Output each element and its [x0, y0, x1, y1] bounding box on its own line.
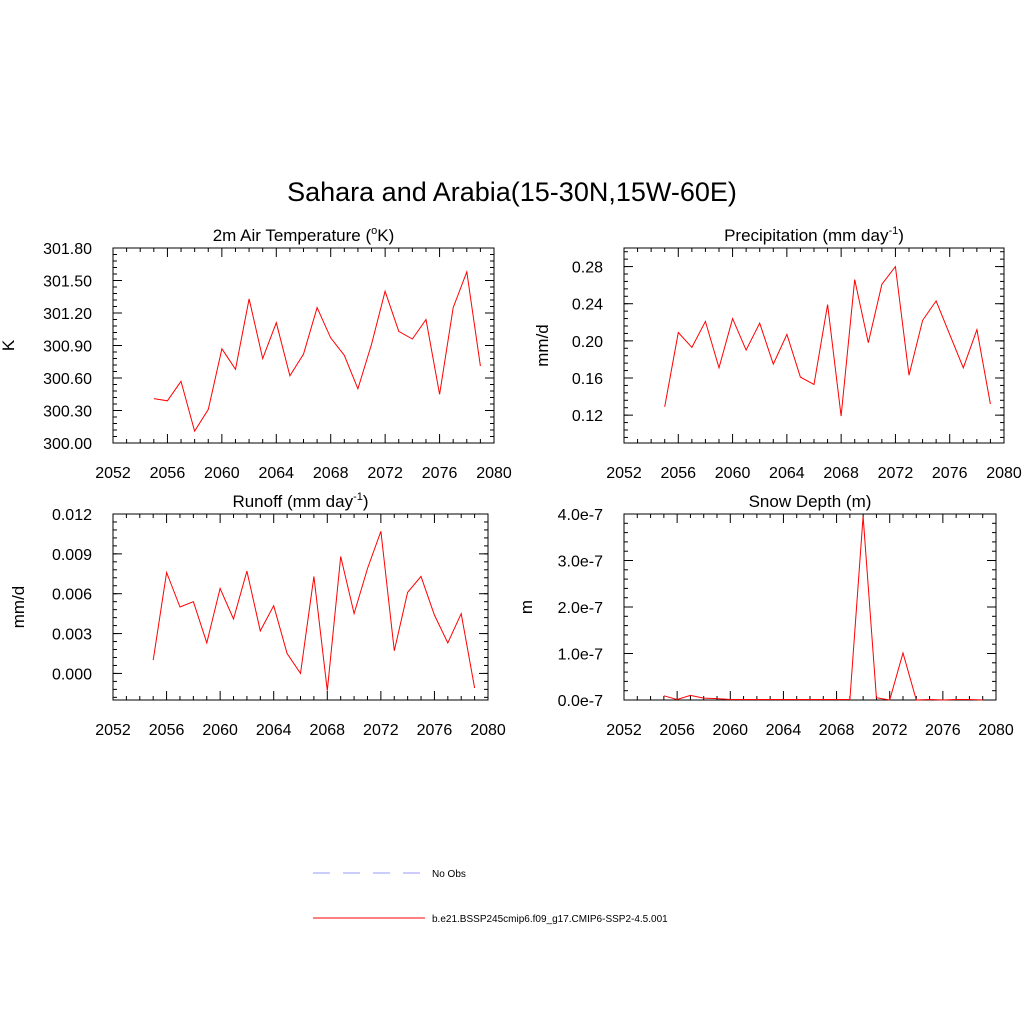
x-tick-label: 2056 — [149, 722, 185, 739]
x-tick-label: 2064 — [256, 722, 292, 739]
panel-snow-depth: 2052 2056 2060 2064 2068 2072 2076 2080 0.0e-7 1.… — [517, 492, 1014, 739]
x-tick-label: 2060 — [715, 465, 751, 482]
y-tick-label: 301.50 — [43, 274, 92, 291]
x-tick-label: 2064 — [766, 722, 802, 739]
y-tick-label: 0.16 — [572, 371, 603, 388]
y-tick-label: 301.20 — [43, 306, 92, 323]
x-tick-label: 2064 — [769, 465, 805, 482]
x-tick-label: 2076 — [422, 465, 458, 482]
x-tick-label: 2068 — [823, 465, 859, 482]
x-tick-label: 2060 — [712, 722, 748, 739]
x-tick-label: 2072 — [367, 465, 403, 482]
panel-runoff: 2052 2056 2060 2064 2068 2072 2076 2080 0.000 0.0… — [9, 491, 506, 739]
legend-label-no-obs: No Obs — [432, 869, 466, 880]
y-tick-label: 0.009 — [52, 547, 92, 564]
x-tick-label: 2052 — [606, 722, 642, 739]
x-tick-label: 2068 — [309, 722, 345, 739]
y-tick-label: 301.80 — [43, 241, 92, 258]
y-tick-label: 0.000 — [52, 666, 92, 683]
y-tick-label: 0.006 — [52, 587, 92, 604]
y-tick-label: 2.0e-7 — [558, 600, 603, 617]
x-tick-label: 2080 — [978, 722, 1014, 739]
x-tick-label: 2056 — [659, 722, 695, 739]
main-title: Sahara and Arabia(15-30N,15W-60E) — [287, 177, 737, 207]
y-tick-label: 300.60 — [43, 371, 92, 388]
y-tick-label: 0.20 — [572, 334, 603, 351]
x-tick-label: 2076 — [932, 465, 968, 482]
y-axis-label: mm/d — [9, 586, 28, 629]
y-tick-label: 300.90 — [43, 339, 92, 356]
y-tick-label: 0.003 — [52, 627, 92, 644]
series-line-runoff — [152, 531, 476, 691]
x-tick-label: 2056 — [660, 465, 696, 482]
x-tick-label: 2076 — [417, 722, 453, 739]
panel-precipitation: 2052 2056 2060 2064 2068 2072 2076 2080 0.12 0.16… — [533, 225, 1022, 482]
y-tick-label: 300.30 — [43, 404, 92, 421]
x-tick-label: 2052 — [606, 465, 642, 482]
plot-frame — [623, 513, 997, 701]
x-tick-label: 2068 — [313, 465, 349, 482]
y-tick-label: 1.0e-7 — [558, 647, 603, 664]
panel-title: Snow Depth (m) — [749, 492, 872, 511]
y-tick-label: 0.012 — [52, 507, 92, 524]
series-line-precipitation — [664, 265, 991, 417]
x-tick-label: 2052 — [95, 722, 131, 739]
x-tick-label: 2072 — [878, 465, 914, 482]
x-tick-label: 2064 — [258, 465, 294, 482]
plot-frame — [112, 247, 495, 444]
legend: No Obs b.e21.BSSP245cmip6.f09_g17.CMIP6-… — [313, 869, 668, 925]
x-tick-label: 2060 — [202, 722, 238, 739]
y-tick-label: 300.00 — [43, 436, 92, 453]
x-tick-label: 2068 — [819, 722, 855, 739]
x-tick-label: 2080 — [986, 465, 1022, 482]
x-tick-label: 2080 — [476, 465, 512, 482]
x-tick-label: 2080 — [470, 722, 506, 739]
x-tick-label: 2076 — [925, 722, 961, 739]
plot-frame — [623, 247, 1005, 444]
panel-grid: 2052 2056 2060 2064 2068 2072 2076 2080 300.00 30… — [0, 225, 1022, 739]
y-axis-label: mm/d — [533, 324, 552, 367]
panel-title: Precipitation (mm day-1) — [724, 225, 904, 245]
x-tick-label: 2052 — [95, 465, 131, 482]
y-tick-label: 0.28 — [572, 260, 603, 277]
y-tick-label: 0.24 — [572, 297, 603, 314]
panel-temperature: 2052 2056 2060 2064 2068 2072 2076 2080 300.00 30… — [0, 225, 512, 482]
series-line-snow-depth — [663, 516, 983, 701]
y-tick-label: 0.12 — [572, 408, 603, 425]
x-tick-label: 2072 — [363, 722, 399, 739]
x-tick-label: 2072 — [872, 722, 908, 739]
x-tick-label: 2056 — [150, 465, 186, 482]
x-tick-label: 2060 — [204, 465, 240, 482]
series-line-temperature — [153, 269, 481, 433]
y-axis-label: m — [517, 600, 536, 614]
y-tick-label: 3.0e-7 — [558, 554, 603, 571]
legend-label-model-run: b.e21.BSSP245cmip6.f09_g17.CMIP6-SSP2-4.… — [432, 914, 668, 925]
panel-title: 2m Air Temperature (oK) — [213, 225, 395, 245]
y-tick-label: 0.0e-7 — [558, 693, 603, 710]
y-tick-label: 4.0e-7 — [558, 507, 603, 524]
y-axis-label: K — [0, 339, 18, 351]
panel-title: Runoff (mm day-1) — [232, 491, 368, 511]
